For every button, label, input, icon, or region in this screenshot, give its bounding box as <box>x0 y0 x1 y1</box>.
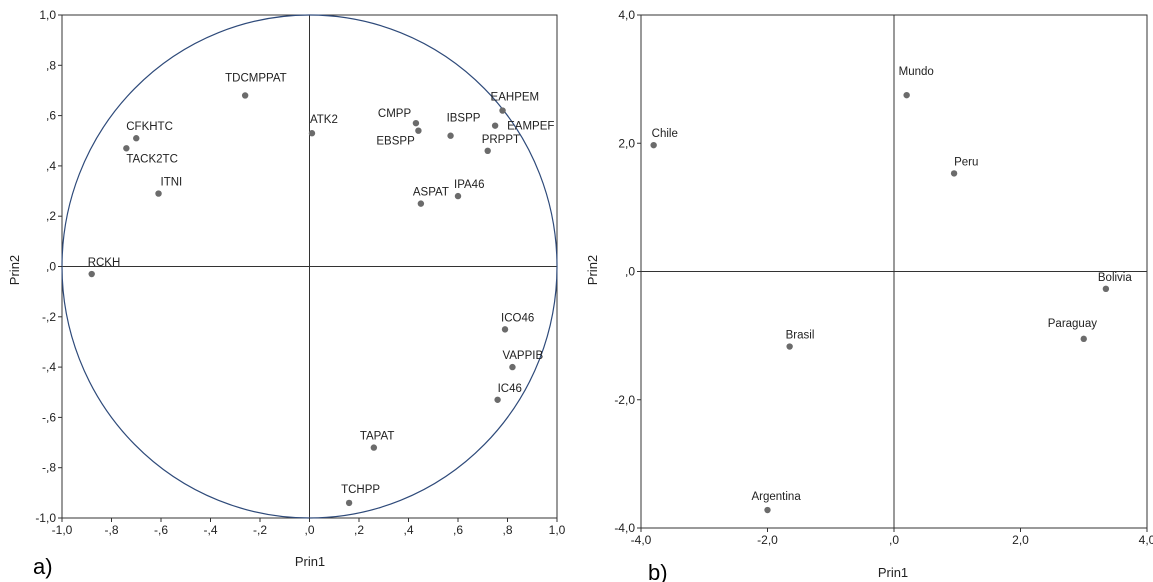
x-tick-label: 2,0 <box>1012 533 1029 547</box>
data-point <box>509 363 516 371</box>
point-label: EAMPEF <box>507 121 554 133</box>
y-tick-label: 4,0 <box>618 8 635 22</box>
x-tick-label: -1,0 <box>52 523 73 537</box>
data-point <box>764 506 771 514</box>
data-point <box>786 343 793 350</box>
point-label: IPA46 <box>454 179 484 191</box>
y-tick-label: -1,0 <box>35 511 56 525</box>
data-point <box>454 192 462 200</box>
point-label: ATK2 <box>310 114 338 126</box>
panel-label: b) <box>648 560 668 582</box>
point-label: TAPAT <box>360 431 395 443</box>
data-point <box>950 170 958 177</box>
data-point <box>123 145 130 152</box>
data-point <box>133 135 140 142</box>
data-point <box>484 147 491 155</box>
y-tick-label: ,8 <box>46 58 56 72</box>
point-label: Chile <box>652 128 678 140</box>
data-point <box>412 119 420 127</box>
data-point <box>1080 335 1087 343</box>
point-label: PRPPT <box>482 134 520 146</box>
point-label: IBSPP <box>447 113 481 125</box>
point-label: EBSPP <box>376 136 415 148</box>
panel-label: a) <box>33 554 53 579</box>
x-tick-label: -,4 <box>203 523 217 537</box>
y-tick-label: -2,0 <box>614 393 635 407</box>
data-point <box>308 130 316 137</box>
point-label: ASPAT <box>413 187 449 199</box>
chart-panel-a: -1,0 -,8 -,6 -,4 -,2 ,0 ,2 ,4 ,6 ,8 1,0 1,0 ,8 ,6 ,4 ,2… <box>7 8 566 579</box>
x-tick-label: -,6 <box>154 523 168 537</box>
x-tick-label: ,4 <box>403 523 413 537</box>
x-tick-label: -2,0 <box>757 533 778 547</box>
data-point <box>417 200 425 207</box>
x-tick-label: ,8 <box>502 523 512 537</box>
data-point <box>370 444 378 451</box>
data-point <box>1102 285 1110 293</box>
y-tick-label: ,0 <box>46 260 56 274</box>
data-point <box>494 396 501 403</box>
point-label: TDCMPPAT <box>225 72 287 84</box>
data-point <box>155 190 162 197</box>
y-axis-title: Prin2 <box>585 255 600 285</box>
x-axis-title: Prin1 <box>878 565 908 580</box>
y-tick-label: -,6 <box>42 410 56 424</box>
point-label: CFKHTC <box>126 121 173 133</box>
data-point <box>415 127 422 134</box>
data-point <box>88 270 95 278</box>
y-tick-label: ,0 <box>625 265 635 279</box>
point-label: IC46 <box>498 383 522 395</box>
data-point <box>501 326 509 333</box>
point-label: Peru <box>954 156 978 168</box>
data-point <box>499 107 506 114</box>
y-tick-label: ,2 <box>46 209 56 223</box>
point-label: ITNI <box>161 177 183 189</box>
y-tick-label: ,6 <box>46 109 56 123</box>
data-point <box>447 132 454 139</box>
y-tick-label: 2,0 <box>618 136 635 150</box>
point-label: ICO46 <box>501 312 534 324</box>
y-tick-label: -4,0 <box>614 521 635 535</box>
x-tick-label: 4,0 <box>1139 533 1153 547</box>
data-point <box>903 91 910 99</box>
x-tick-label: 1,0 <box>549 523 566 537</box>
point-label: TACK2TC <box>126 153 178 165</box>
chart-panel-b: -4,0 -2,0 ,0 2,0 4,0 4,0 2,0 ,0 -2,0 -4,0 Prin1 Pri… <box>585 8 1153 582</box>
y-tick-label: -,8 <box>42 461 56 475</box>
data-point <box>650 141 657 149</box>
point-label: Bolivia <box>1098 272 1132 284</box>
point-label: Paraguay <box>1048 318 1097 330</box>
y-tick-label: -,4 <box>42 360 56 374</box>
x-axis-title: Prin1 <box>295 554 325 569</box>
x-tick-label: ,0 <box>304 523 314 537</box>
x-tick-label: -,2 <box>253 523 267 537</box>
x-tick-label: ,6 <box>453 523 463 537</box>
data-point <box>491 122 499 129</box>
x-tick-label: -,8 <box>104 523 118 537</box>
point-label: VAPPIB <box>502 350 543 362</box>
point-label: RCKH <box>88 257 121 269</box>
data-point <box>241 92 249 99</box>
point-label: Brasil <box>786 330 815 342</box>
point-label: Mundo <box>899 66 934 78</box>
y-tick-label: ,4 <box>46 159 56 173</box>
point-label: CMPP <box>378 108 412 120</box>
y-axis-title: Prin2 <box>7 255 22 285</box>
point-label: TCHPP <box>341 484 380 496</box>
point-label: Argentina <box>752 491 802 503</box>
x-tick-label: -4,0 <box>631 533 652 547</box>
x-tick-label: ,2 <box>354 523 364 537</box>
point-label: EAHPEM <box>491 92 540 104</box>
y-tick-label: 1,0 <box>39 8 56 22</box>
data-point <box>345 499 353 507</box>
x-tick-label: ,0 <box>889 533 899 547</box>
y-tick-label: -,2 <box>42 310 56 324</box>
